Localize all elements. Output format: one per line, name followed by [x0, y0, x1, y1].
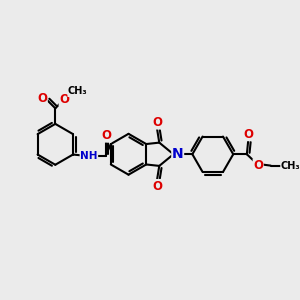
Text: O: O: [59, 93, 69, 106]
Text: O: O: [253, 159, 263, 172]
Text: O: O: [152, 179, 162, 193]
Text: NH: NH: [80, 151, 98, 161]
Text: CH₃: CH₃: [68, 86, 88, 97]
Text: N: N: [172, 147, 184, 161]
Text: O: O: [152, 116, 162, 129]
Text: O: O: [244, 128, 254, 141]
Text: CH₃: CH₃: [281, 160, 300, 171]
Text: O: O: [37, 92, 47, 104]
Text: O: O: [101, 129, 111, 142]
